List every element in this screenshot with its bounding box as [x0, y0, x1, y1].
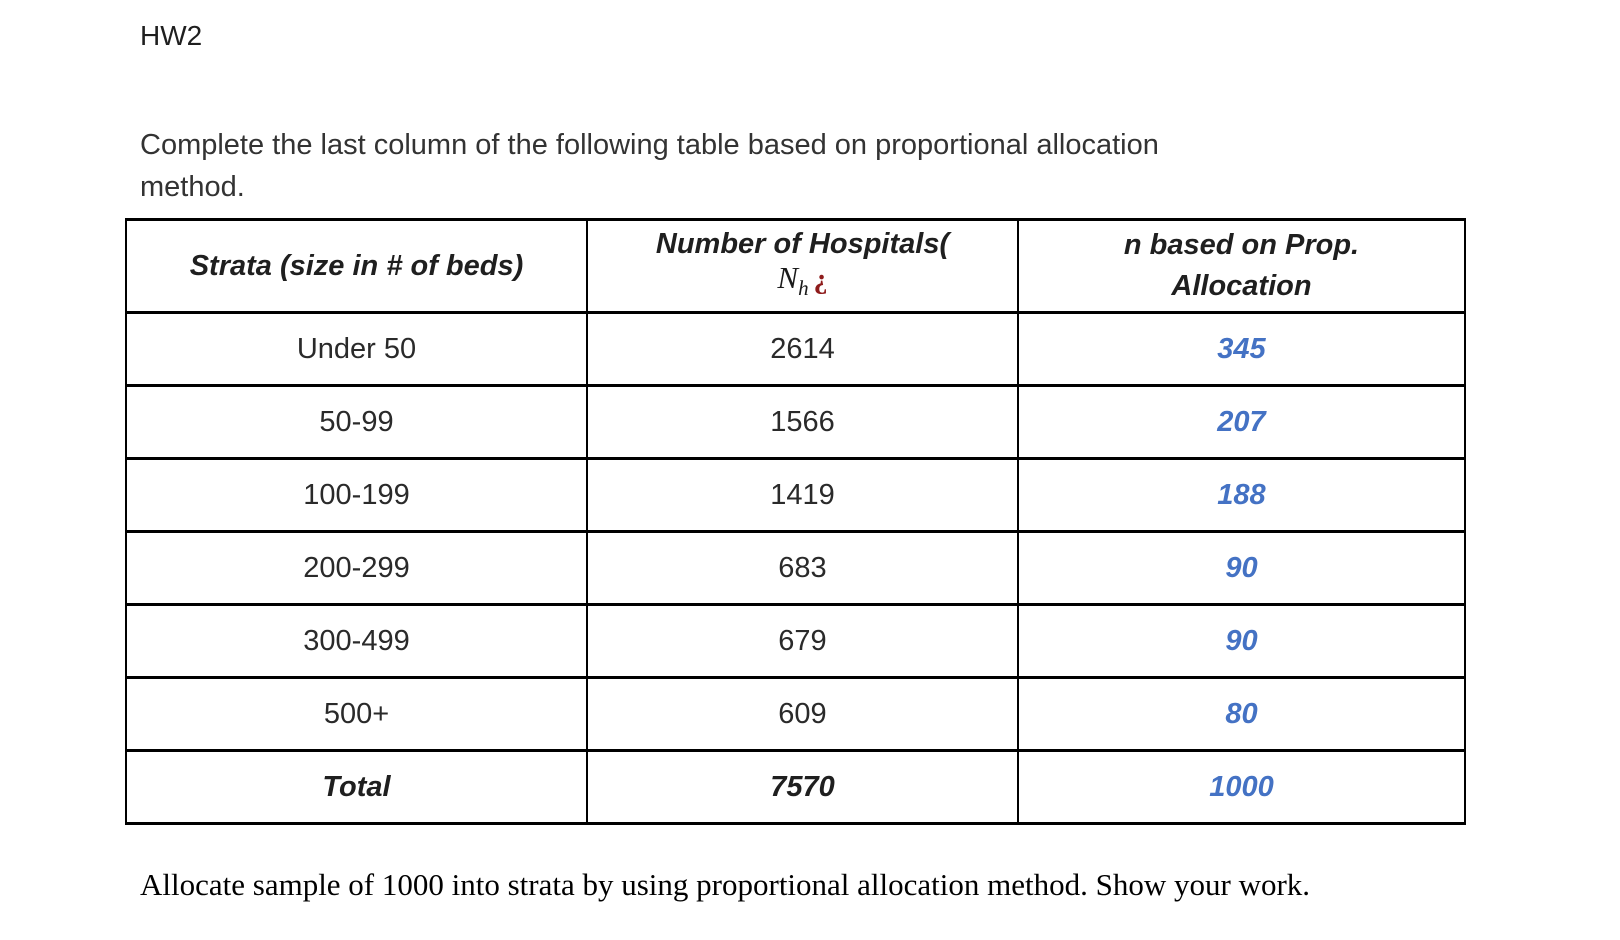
- table-row: 300-499 679 90: [125, 603, 1466, 679]
- hospitals-cell: 2614: [586, 311, 1019, 387]
- strata-cell: Under 50: [125, 311, 588, 387]
- allocation-cell: 90: [1017, 530, 1466, 606]
- footer-instruction: Allocate sample of 1000 into strata by u…: [140, 867, 1311, 902]
- allocation-cell: 90: [1017, 603, 1466, 679]
- equation-artifact-glyph: ¿: [813, 263, 828, 295]
- strata-cell: 50-99: [125, 384, 588, 460]
- table-row: 200-299 683 90: [125, 530, 1466, 606]
- header-hospitals: Number of Hospitals( Nh ¿: [586, 218, 1019, 314]
- strata-cell: 500+: [125, 676, 588, 752]
- table-row: 500+ 609 80: [125, 676, 1466, 752]
- table-row: 100-199 1419 188: [125, 457, 1466, 533]
- hospitals-cell: 1566: [586, 384, 1019, 460]
- hospitals-cell: 679: [586, 603, 1019, 679]
- total-label-cell: Total: [125, 749, 588, 825]
- total-hospitals-cell: 7570: [586, 749, 1019, 825]
- strata-cell: 100-199: [125, 457, 588, 533]
- math-subscript-h: h: [798, 275, 809, 300]
- strata-cell: 300-499: [125, 603, 588, 679]
- table-header-row: Strata (size in # of beds) Number of Hos…: [125, 218, 1466, 314]
- header-strata: Strata (size in # of beds): [125, 218, 588, 314]
- header-hospitals-math: Nh ¿: [598, 259, 1007, 305]
- allocation-table: Strata (size in # of beds) Number of Hos…: [125, 218, 1466, 825]
- hospitals-cell: 1419: [586, 457, 1019, 533]
- strata-cell: 200-299: [125, 530, 588, 606]
- header-hospitals-label: Number of Hospitals(: [655, 227, 950, 260]
- table-row: Under 50 2614 345: [125, 311, 1466, 387]
- total-allocation-cell: 1000: [1017, 749, 1466, 825]
- allocation-cell: 207: [1017, 384, 1466, 460]
- math-symbol-N: N: [777, 259, 799, 295]
- allocation-cell: 80: [1017, 676, 1466, 752]
- hospitals-cell: 609: [586, 676, 1019, 752]
- page-title: HW2: [140, 20, 203, 51]
- allocation-cell: 188: [1017, 457, 1466, 533]
- instruction-text: Complete the last column of the followin…: [140, 129, 1159, 203]
- hospitals-cell: 683: [586, 530, 1019, 606]
- header-allocation: n based on Prop. Allocation: [1017, 218, 1466, 314]
- table-total-row: Total 7570 1000: [125, 749, 1466, 825]
- allocation-cell: 345: [1017, 311, 1466, 387]
- table-row: 50-99 1566 207: [125, 384, 1466, 460]
